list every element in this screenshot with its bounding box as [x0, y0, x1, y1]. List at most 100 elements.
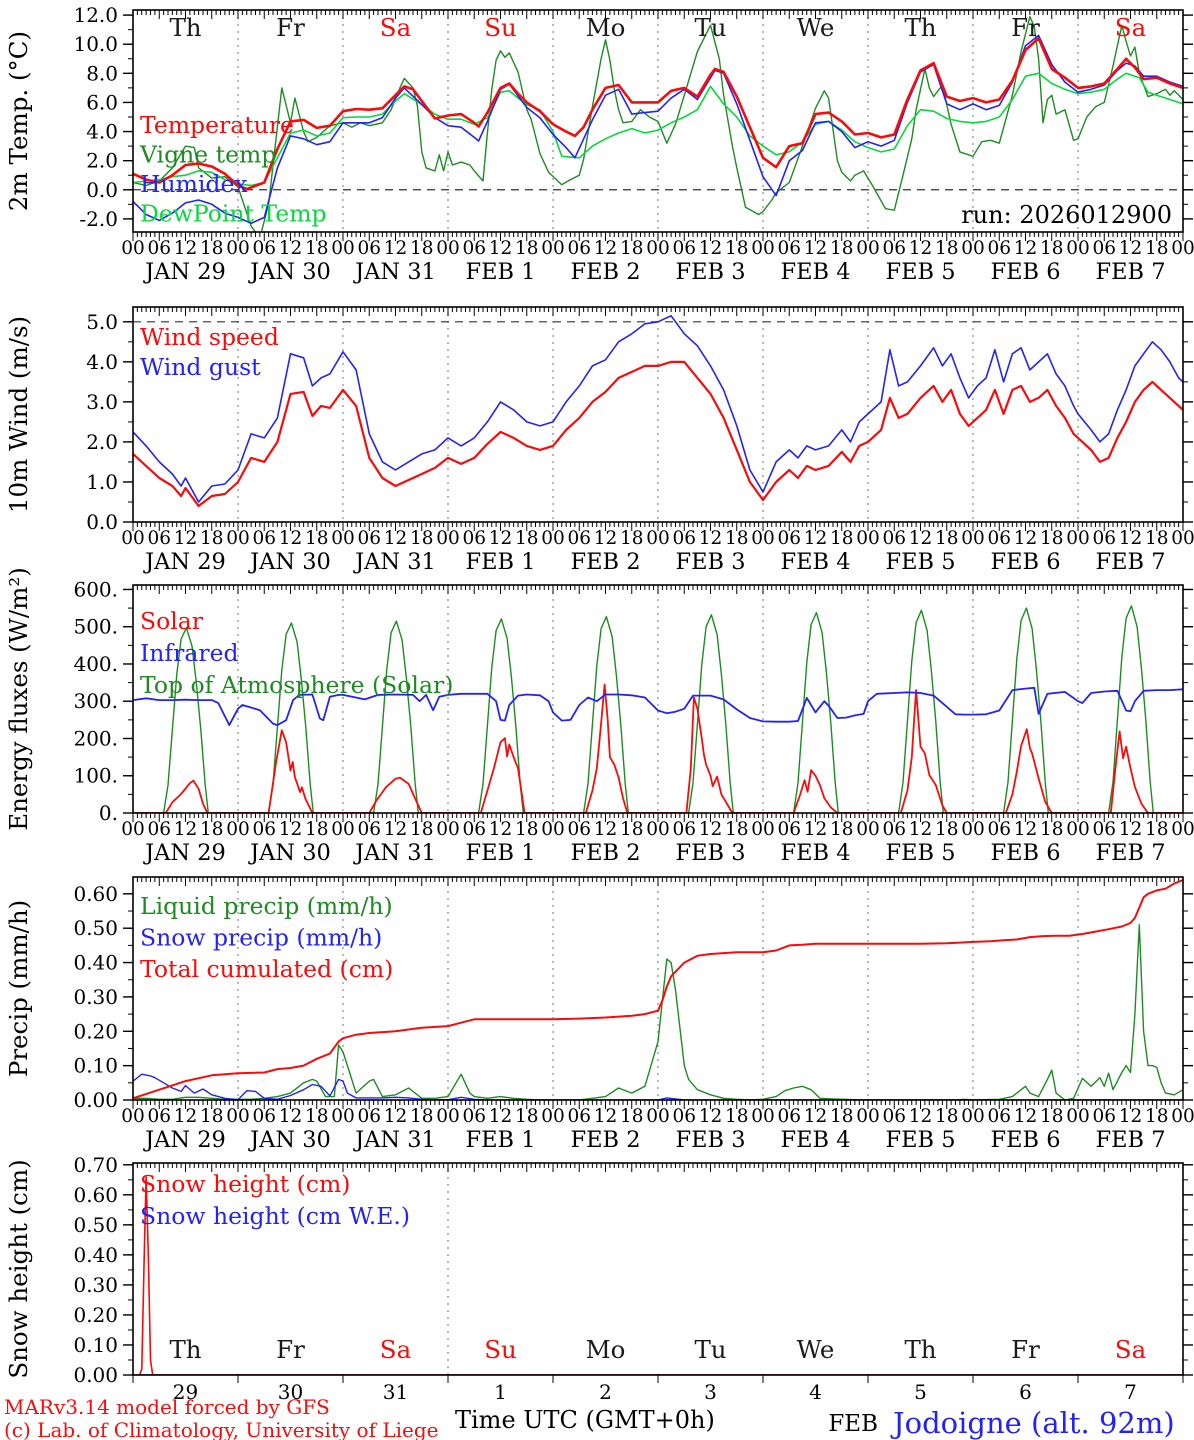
hour-label: 06	[252, 1106, 276, 1127]
hour-label: 06	[777, 819, 801, 840]
y-tick-label: 6.0	[86, 90, 118, 114]
y-tick-label: -2.0	[79, 207, 118, 231]
date-label: FEB 1	[465, 549, 535, 575]
hour-label: 00	[646, 528, 670, 549]
hour-label: 00	[331, 528, 355, 549]
hour-label: 06	[672, 238, 696, 259]
y-tick-label: 200.	[73, 726, 118, 750]
hour-label: 00	[1066, 238, 1090, 259]
y-tick-label: 5.0	[86, 310, 118, 334]
legend-humidex: Humidex	[140, 170, 248, 198]
dow-label: Fr	[1011, 13, 1040, 42]
hour-tick-comb	[132, 1163, 1184, 1383]
y-tick-label: 0.60	[73, 882, 118, 906]
hour-label: 06	[147, 238, 171, 259]
y-tick-label: 0.40	[73, 1243, 118, 1267]
hour-label: 00	[226, 528, 250, 549]
hour-label: 12	[699, 528, 723, 549]
hour-label: 12	[594, 1106, 618, 1127]
hour-label: 12	[174, 819, 198, 840]
hour-label: 06	[1092, 238, 1116, 259]
legend-snow-height-cm-: Snow height (cm)	[140, 1170, 350, 1198]
series-wind-gust	[133, 314, 1183, 503]
series-top-of-atmosphere-solar-	[133, 605, 1183, 813]
y-tick-label: 4.0	[86, 120, 118, 144]
hour-label: 06	[1092, 1106, 1116, 1127]
y-tick-label: 0.60	[73, 1183, 118, 1207]
date-label: FEB 5	[885, 840, 955, 866]
date-label: FEB 6	[990, 1127, 1060, 1153]
series-infrared	[133, 686, 1183, 726]
hour-label: 18	[410, 1106, 434, 1127]
hour-label: 00	[1171, 238, 1194, 259]
hour-label: 00	[1066, 528, 1090, 549]
hour-label: 06	[357, 238, 381, 259]
y-tick-label: 0.50	[73, 1213, 118, 1237]
hour-label: 06	[252, 238, 276, 259]
hour-label: 00	[541, 1106, 565, 1127]
hour-label: 06	[987, 238, 1011, 259]
hour-label: 06	[567, 1106, 591, 1127]
y-axis-title-snow: Snow height (cm)	[4, 1159, 33, 1378]
hour-label: 00	[436, 819, 460, 840]
hour-label: 12	[384, 238, 408, 259]
hour-label: 12	[279, 528, 303, 549]
dow-label: Sa	[380, 1335, 411, 1364]
hour-label: 12	[1119, 1106, 1143, 1127]
month-label: FEB	[828, 1411, 878, 1437]
hour-label: 18	[620, 238, 644, 259]
date-label: FEB 7	[1095, 840, 1165, 866]
hour-label: 06	[672, 1106, 696, 1127]
hour-label: 06	[672, 528, 696, 549]
date-label: FEB 7	[1095, 549, 1165, 575]
hour-label: 00	[961, 238, 985, 259]
hour-label: 00	[541, 238, 565, 259]
legend-top-of-atmosphere-solar-: Top of Atmosphere (Solar)	[140, 671, 453, 699]
date-label: JAN 31	[353, 549, 436, 575]
hour-label: 12	[174, 1106, 198, 1127]
hour-label: 18	[200, 1106, 224, 1127]
hour-label: 12	[1119, 528, 1143, 549]
hour-label: 00	[646, 238, 670, 259]
y-axis-title-wind10m: 10m Wind (m/s)	[4, 316, 33, 513]
y-axis-title-energy: Energy fluxes (W/m²)	[4, 567, 33, 831]
hour-label: 06	[462, 528, 486, 549]
hour-label: 00	[436, 238, 460, 259]
dow-label: Th	[169, 13, 201, 42]
hour-label: 00	[1171, 528, 1194, 549]
y-tick-label: 4.0	[86, 350, 118, 374]
x-axis-day-numbers: 29 30 31 1 2 3 4 5 6 7	[173, 1380, 1137, 1404]
hour-label: 06	[567, 528, 591, 549]
dow-label: Th	[169, 1335, 201, 1364]
hour-label: 18	[830, 528, 854, 549]
y-tick-label: 0.0	[86, 510, 118, 534]
hour-label: 06	[357, 528, 381, 549]
date-label: JAN 29	[143, 840, 226, 866]
hour-label: 18	[830, 238, 854, 259]
legend-wind-speed: Wind speed	[140, 323, 279, 351]
day-number-label: 30	[278, 1380, 303, 1404]
hour-label: 12	[489, 819, 513, 840]
hour-label: 12	[174, 528, 198, 549]
hour-label: 18	[1040, 1106, 1064, 1127]
hour-label: 12	[1119, 238, 1143, 259]
y-tick-label: 3.0	[86, 390, 118, 414]
y-tick-label: 500.	[73, 615, 118, 639]
date-label: FEB 3	[675, 840, 745, 866]
y-axis-ticks: 0.00 0.10 0.20 0.30 0.40 0.50 0.60 0.70	[73, 1153, 1193, 1387]
hour-label: 00	[856, 528, 880, 549]
hour-label: 00	[226, 1106, 250, 1127]
y-tick-label: 10.0	[73, 32, 118, 56]
series-snow-precip	[133, 1073, 1183, 1100]
date-label: FEB 1	[465, 840, 535, 866]
hour-label: 18	[305, 238, 329, 259]
hour-label: 18	[935, 528, 959, 549]
hour-label: 06	[672, 819, 696, 840]
hour-label: 18	[410, 819, 434, 840]
y-tick-label: 0.20	[73, 1019, 118, 1043]
date-label: JAN 31	[353, 1127, 436, 1153]
hour-label: 12	[594, 819, 618, 840]
station-label: Jodoigne (alt. 92m)	[890, 1406, 1175, 1440]
